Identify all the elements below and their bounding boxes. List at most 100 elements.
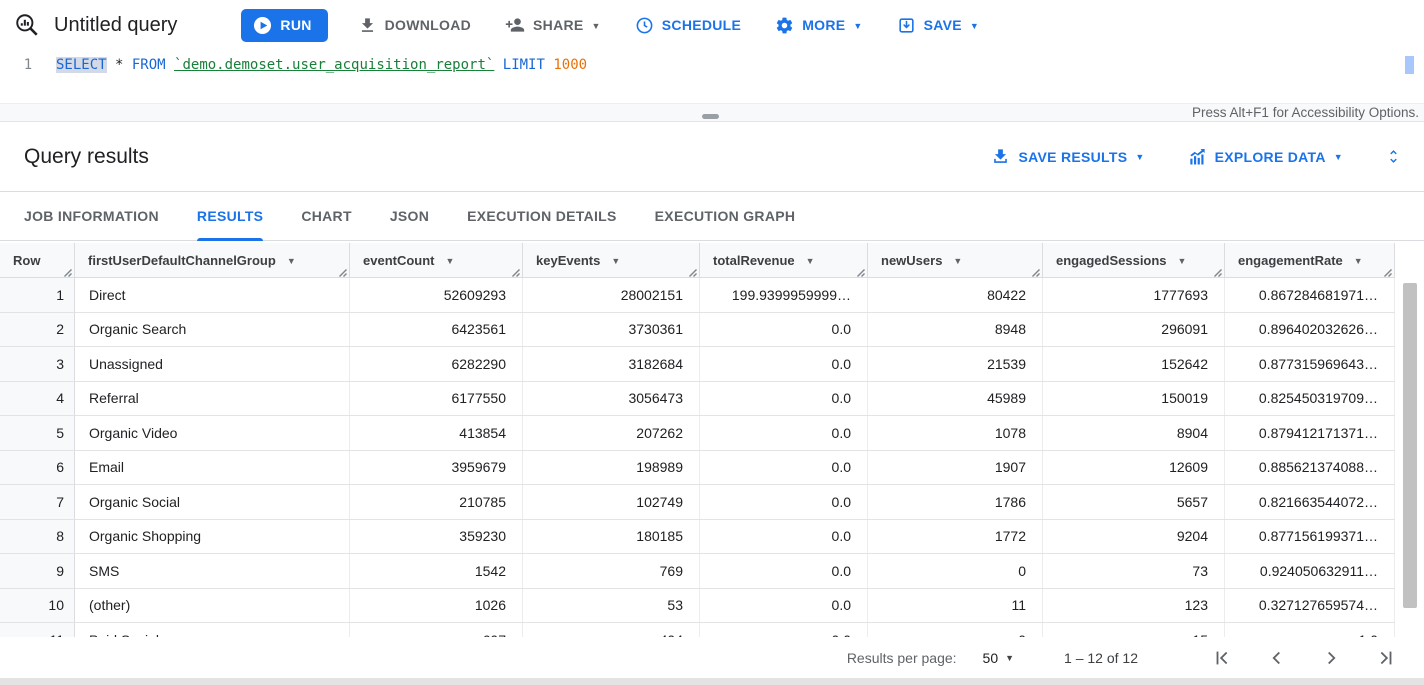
pagination-bar: Results per page: 50 ▼ 1 – 12 of 12 bbox=[0, 637, 1424, 678]
query-title: Untitled query bbox=[54, 13, 178, 36]
next-page-button[interactable] bbox=[1320, 646, 1344, 670]
column-resize-handle-icon[interactable] bbox=[1031, 266, 1041, 277]
query-results-header: Query results SAVE RESULTS ▼ EXPLORE DAT… bbox=[0, 122, 1424, 191]
table-row: 2 Organic Search 6423561 3730361 0.0 8948 2960… bbox=[0, 312, 1395, 347]
row-number-cell: 8 bbox=[0, 519, 75, 553]
table-cell: 0.0 bbox=[700, 312, 868, 346]
table-row: 4 Referral 6177550 3056473 0.0 45989 150019 0.8… bbox=[0, 381, 1395, 416]
column-header-Row[interactable]: Row bbox=[0, 243, 75, 277]
page-size-select[interactable]: 50 ▼ bbox=[982, 649, 1015, 666]
table-cell: 6423561 bbox=[350, 312, 523, 346]
unfold-icon bbox=[1390, 150, 1397, 163]
column-menu-icon[interactable]: ▼ bbox=[1353, 256, 1363, 266]
column-header-eventCount[interactable]: eventCount ▼ bbox=[350, 243, 523, 277]
table-horizontal-scrollbar[interactable] bbox=[0, 678, 1424, 685]
previous-page-button[interactable] bbox=[1266, 646, 1290, 670]
column-label: engagedSessions bbox=[1056, 252, 1167, 268]
column-header-newUsers[interactable]: newUsers ▼ bbox=[868, 243, 1043, 277]
column-menu-icon[interactable]: ▼ bbox=[1177, 256, 1187, 266]
column-header-engagementRate[interactable]: engagementRate ▼ bbox=[1225, 243, 1395, 277]
person-add-icon bbox=[505, 18, 525, 32]
last-page-button[interactable] bbox=[1374, 646, 1398, 670]
table-cell: 5657 bbox=[1043, 485, 1225, 519]
tab-chart[interactable]: CHART bbox=[301, 208, 352, 224]
table-cell: 12609 bbox=[1043, 450, 1225, 484]
schedule-button[interactable]: SCHEDULE bbox=[635, 7, 741, 43]
row-number-cell: 9 bbox=[0, 554, 75, 588]
more-button[interactable]: MORE ▼ bbox=[775, 7, 862, 43]
column-menu-icon[interactable]: ▼ bbox=[286, 256, 296, 266]
results-per-page-label: Results per page: bbox=[846, 649, 957, 666]
sql-table-reference-link[interactable]: `demo.demoset.user_acquisition_report` bbox=[174, 57, 495, 73]
table-cell: 52609293 bbox=[350, 278, 523, 312]
table-cell: Direct bbox=[75, 278, 350, 312]
table-cell: 152642 bbox=[1043, 347, 1225, 381]
sql-code-line[interactable]: SELECT * FROM `demo.demoset.user_acquisi… bbox=[56, 57, 588, 73]
table-cell: 3182684 bbox=[523, 347, 700, 381]
save-results-button[interactable]: SAVE RESULTS ▼ bbox=[991, 147, 1144, 166]
tab-results[interactable]: RESULTS bbox=[196, 192, 264, 241]
table-cell: 0.924050632911… bbox=[1225, 554, 1395, 588]
column-header-engagedSessions[interactable]: engagedSessions ▼ bbox=[1043, 243, 1225, 277]
column-resize-handle-icon[interactable] bbox=[511, 266, 521, 277]
chevron-down-icon: ▼ bbox=[1135, 152, 1145, 162]
column-menu-icon[interactable]: ▼ bbox=[953, 256, 963, 266]
column-resize-handle-icon[interactable] bbox=[63, 266, 73, 277]
explore-data-button[interactable]: EXPLORE DATA ▼ bbox=[1187, 147, 1343, 167]
table-row: 8 Organic Shopping 359230 180185 0.0 1772 9204… bbox=[0, 519, 1395, 554]
column-header-totalRevenue[interactable]: totalRevenue ▼ bbox=[700, 243, 868, 277]
tab-execution-details[interactable]: EXECUTION DETAILS bbox=[467, 208, 617, 224]
row-number-cell: 11 bbox=[0, 623, 75, 637]
row-number-cell: 7 bbox=[0, 485, 75, 519]
column-label: Row bbox=[13, 252, 41, 268]
table-cell: 180185 bbox=[523, 519, 700, 553]
first-page-button[interactable] bbox=[1212, 646, 1236, 670]
table-cell: 45989 bbox=[868, 381, 1043, 415]
column-label: newUsers bbox=[881, 252, 943, 268]
chevron-down-icon: ▼ bbox=[853, 20, 863, 31]
table-row: 9 SMS 1542 769 0.0 0 73 0.924050632911… bbox=[0, 554, 1395, 589]
table-cell: 3959679 bbox=[350, 450, 523, 484]
column-resize-handle-icon[interactable] bbox=[338, 266, 348, 277]
table-cell: 0.0 bbox=[700, 519, 868, 553]
accessibility-hint: Press Alt+F1 for Accessibility Options. bbox=[0, 103, 1424, 122]
column-header-firstUserDefaultChannelGroup[interactable]: firstUserDefaultChannelGroup ▼ bbox=[75, 243, 350, 277]
table-cell: Organic Video bbox=[75, 416, 350, 450]
column-resize-handle-icon[interactable] bbox=[1383, 266, 1393, 277]
column-resize-handle-icon[interactable] bbox=[688, 266, 698, 277]
column-menu-icon[interactable]: ▼ bbox=[445, 256, 455, 266]
pagination-range: 1 – 12 of 12 bbox=[1064, 649, 1138, 666]
save-button[interactable]: SAVE ▼ bbox=[897, 7, 980, 43]
table-cell: 21539 bbox=[868, 347, 1043, 381]
table-cell: Organic Social bbox=[75, 485, 350, 519]
tab-json[interactable]: JSON bbox=[389, 208, 430, 224]
download-button[interactable]: DOWNLOAD bbox=[358, 7, 471, 43]
table-cell: 296091 bbox=[1043, 312, 1225, 346]
chevron-right-icon bbox=[1328, 651, 1336, 664]
table-cell: 6282290 bbox=[350, 347, 523, 381]
tab-job-information[interactable]: JOB INFORMATION bbox=[24, 208, 159, 224]
collapse-results-button[interactable] bbox=[1385, 147, 1402, 166]
table-vertical-scrollbar[interactable] bbox=[1403, 283, 1417, 608]
run-button[interactable]: RUN bbox=[241, 8, 328, 42]
table-cell: 150019 bbox=[1043, 381, 1225, 415]
column-menu-icon[interactable]: ▼ bbox=[611, 256, 621, 266]
table-cell: 0.0 bbox=[700, 554, 868, 588]
save-results-download-icon bbox=[994, 149, 1008, 163]
column-label: totalRevenue bbox=[713, 252, 795, 268]
table-cell: 207262 bbox=[523, 416, 700, 450]
share-button[interactable]: SHARE ▼ bbox=[505, 7, 601, 43]
column-header-keyEvents[interactable]: keyEvents ▼ bbox=[523, 243, 700, 277]
sql-editor[interactable]: 1 SELECT * FROM `demo.demoset.user_acqui… bbox=[0, 50, 1424, 103]
tab-execution-graph[interactable]: EXECUTION GRAPH bbox=[654, 208, 796, 224]
panel-resize-handle[interactable] bbox=[702, 114, 719, 119]
column-resize-handle-icon[interactable] bbox=[1213, 266, 1223, 277]
table-row: 11Paid Social6074040.00151.0 bbox=[0, 623, 1395, 637]
first-page-icon bbox=[1216, 651, 1228, 664]
column-resize-handle-icon[interactable] bbox=[856, 266, 866, 277]
row-number-cell: 4 bbox=[0, 381, 75, 415]
editor-vertical-scrollbar[interactable] bbox=[1405, 56, 1414, 74]
table-cell: 0 bbox=[868, 623, 1043, 637]
sql-number-literal: 1000 bbox=[553, 57, 588, 73]
column-menu-icon[interactable]: ▼ bbox=[805, 256, 815, 266]
